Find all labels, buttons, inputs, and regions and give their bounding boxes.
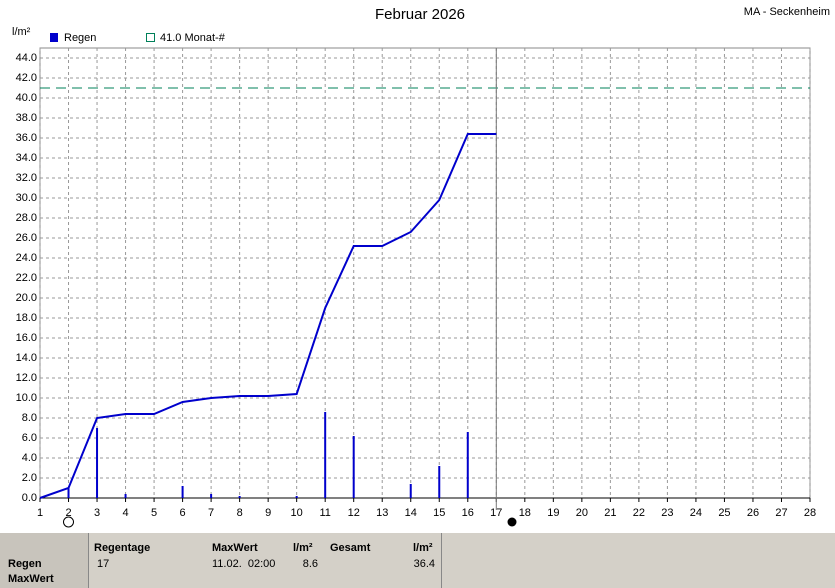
cell-value: 17: [97, 558, 110, 570]
x-tick-label: 23: [661, 507, 673, 519]
y-tick-label: 44.0: [16, 52, 37, 64]
y-tick-label: 8.0: [22, 412, 37, 424]
legend-swatch: [146, 33, 155, 42]
daily-bar: [67, 488, 70, 498]
x-tick-label: 5: [151, 507, 157, 519]
x-tick-label: 24: [690, 507, 702, 519]
y-tick-label: 10.0: [16, 392, 37, 404]
daily-bar: [181, 486, 184, 498]
cell: [88, 533, 442, 588]
y-tick-label: 42.0: [16, 72, 37, 84]
daily-bar: [210, 494, 213, 498]
y-tick-label: 22.0: [16, 272, 37, 284]
marker-icon: [63, 516, 74, 528]
y-tick-label: 30.0: [16, 192, 37, 204]
x-tick-label: 16: [462, 507, 474, 519]
x-tick-label: 3: [94, 507, 100, 519]
x-tick-label: 2: [65, 507, 71, 519]
x-tick-label: 7: [208, 507, 214, 519]
summary-table: Regen MaxWert Regentage MaxWert l/m² Ges…: [0, 533, 835, 588]
x-tick-label: 19: [547, 507, 559, 519]
y-tick-label: 0.0: [22, 492, 37, 504]
x-tick-label: 12: [348, 507, 360, 519]
header: l/m²: [293, 542, 313, 554]
legend-swatch: [50, 33, 58, 42]
x-tick-label: 10: [291, 507, 303, 519]
x-tick-label: 26: [747, 507, 759, 519]
daily-bar: [96, 428, 99, 498]
daily-bar: [409, 484, 412, 498]
x-tick-label: 8: [237, 507, 243, 519]
y-tick-label: 34.0: [16, 152, 37, 164]
daily-bar: [124, 494, 127, 498]
y-axis-label: l/m²: [12, 26, 31, 38]
x-tick-label: 18: [519, 507, 531, 519]
cell-value: 8.6: [302, 558, 318, 570]
x-tick-label: 17: [490, 507, 502, 519]
marker-icon: [507, 517, 517, 527]
daily-bar: [466, 432, 469, 498]
y-tick-label: 32.0: [16, 172, 37, 184]
daily-bar: [438, 466, 441, 498]
header: Gesamt: [330, 542, 371, 554]
x-tick-label: 15: [433, 507, 445, 519]
row-label: Regen: [8, 558, 42, 570]
daily-bar: [238, 496, 241, 498]
y-tick-label: 12.0: [16, 372, 37, 384]
cumulative-line: [39, 133, 497, 499]
x-tick-label: 13: [376, 507, 388, 519]
y-tick-label: 6.0: [22, 432, 37, 444]
x-tick-label: 21: [604, 507, 616, 519]
y-tick-label: 24.0: [16, 252, 37, 264]
cell: [0, 533, 88, 588]
daily-bar: [352, 436, 355, 498]
legend-label: 41.0 Monat-#: [160, 32, 226, 44]
row-label: MaxWert: [8, 573, 54, 585]
legend-label: Regen: [64, 32, 96, 44]
x-tick-label: 27: [775, 507, 787, 519]
x-tick-label: 11: [319, 507, 330, 519]
cell-value: 36.4: [413, 558, 435, 570]
plot-area: [39, 47, 811, 499]
y-tick-label: 4.0: [22, 452, 37, 464]
y-tick-label: 40.0: [16, 92, 37, 104]
y-tick-label: 26.0: [16, 232, 37, 244]
y-tick-label: 38.0: [16, 112, 37, 124]
daily-bar: [324, 412, 327, 498]
y-tick-label: 20.0: [16, 292, 37, 304]
header: l/m²: [413, 542, 433, 554]
y-tick-label: 36.0: [16, 132, 37, 144]
header: Regentage: [94, 542, 151, 554]
x-tick-label: 22: [633, 507, 645, 519]
y-tick-label: 14.0: [16, 352, 37, 364]
station: MA - Seckenheim: [744, 6, 830, 18]
cell-value: 11.02. 02:00: [212, 558, 276, 570]
x-tick-label: 25: [718, 507, 730, 519]
y-tick-label: 18.0: [16, 312, 37, 324]
x-tick-label: 9: [265, 507, 271, 519]
daily-bar: [295, 496, 298, 498]
y-tick-label: 28.0: [16, 212, 37, 224]
x-tick-label: 28: [804, 507, 816, 519]
x-tick-label: 6: [180, 507, 186, 519]
header: MaxWert: [212, 542, 258, 554]
y-tick-label: 2.0: [22, 472, 37, 484]
chart: Februar 2026 MA - Seckenheim l/m² Regen …: [12, 6, 830, 528]
y-tick-label: 16.0: [16, 332, 37, 344]
x-tick-label: 4: [122, 507, 128, 519]
x-tick-label: 14: [405, 507, 417, 519]
x-tick-label: 1: [37, 507, 43, 519]
chart-title: Februar 2026: [375, 6, 465, 23]
x-tick-label: 20: [576, 507, 588, 519]
